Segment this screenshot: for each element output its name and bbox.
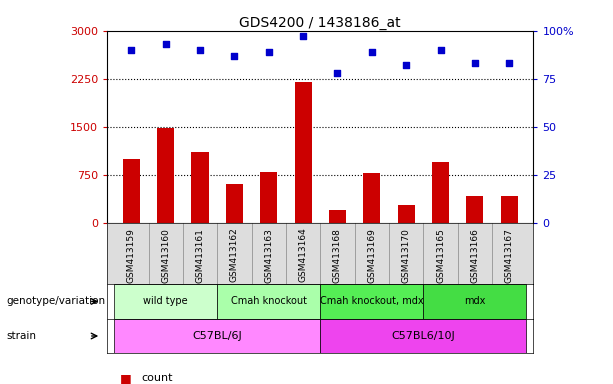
Text: strain: strain (6, 331, 36, 341)
Text: GSM413169: GSM413169 (367, 228, 376, 283)
Bar (466, 196, 484, 223)
Text: GSM413168: GSM413168 (333, 228, 342, 283)
Text: Cmah knockout, mdx: Cmah knockout, mdx (320, 296, 424, 306)
Bar (123, 159, 140, 223)
Bar (226, 184, 243, 223)
Bar (398, 205, 415, 223)
Text: GSM413160: GSM413160 (161, 228, 170, 283)
Point (126, 47, 136, 53)
Point (402, 62, 411, 68)
Text: GSM413166: GSM413166 (470, 228, 479, 283)
Bar (114, 284, 217, 319)
Bar (432, 162, 449, 223)
Point (470, 60, 480, 66)
Point (229, 53, 239, 59)
Text: Cmah knockout: Cmah knockout (230, 296, 306, 306)
Bar (260, 172, 277, 223)
Bar (191, 152, 208, 223)
Bar (424, 284, 527, 319)
Bar (217, 284, 321, 319)
Title: GDS4200 / 1438186_at: GDS4200 / 1438186_at (240, 16, 401, 30)
Bar (114, 319, 321, 353)
Bar (321, 319, 527, 353)
Text: C57BL/6J: C57BL/6J (192, 331, 242, 341)
Bar (294, 82, 311, 223)
Text: C57BL6/10J: C57BL6/10J (392, 331, 455, 341)
Bar (157, 128, 174, 223)
Text: genotype/variation: genotype/variation (6, 296, 105, 306)
Text: GSM413161: GSM413161 (196, 228, 205, 283)
Bar (501, 196, 518, 223)
Text: GSM413170: GSM413170 (402, 228, 411, 283)
Point (333, 70, 343, 76)
Text: GSM413165: GSM413165 (436, 228, 445, 283)
Bar (321, 284, 424, 319)
Text: mdx: mdx (464, 296, 485, 306)
Text: GSM413167: GSM413167 (504, 228, 514, 283)
Text: count: count (141, 373, 172, 383)
Point (436, 47, 446, 53)
Bar (329, 210, 346, 223)
Point (298, 33, 308, 40)
Point (264, 49, 273, 55)
Point (195, 47, 205, 53)
Point (367, 49, 377, 55)
Point (161, 41, 170, 47)
Text: GSM413163: GSM413163 (264, 228, 273, 283)
Text: ■: ■ (120, 372, 131, 384)
Bar (364, 173, 381, 223)
Text: GSM413164: GSM413164 (299, 228, 308, 282)
Text: GSM413162: GSM413162 (230, 228, 239, 282)
Text: wild type: wild type (143, 296, 188, 306)
Point (504, 60, 514, 66)
Text: GSM413159: GSM413159 (127, 228, 136, 283)
